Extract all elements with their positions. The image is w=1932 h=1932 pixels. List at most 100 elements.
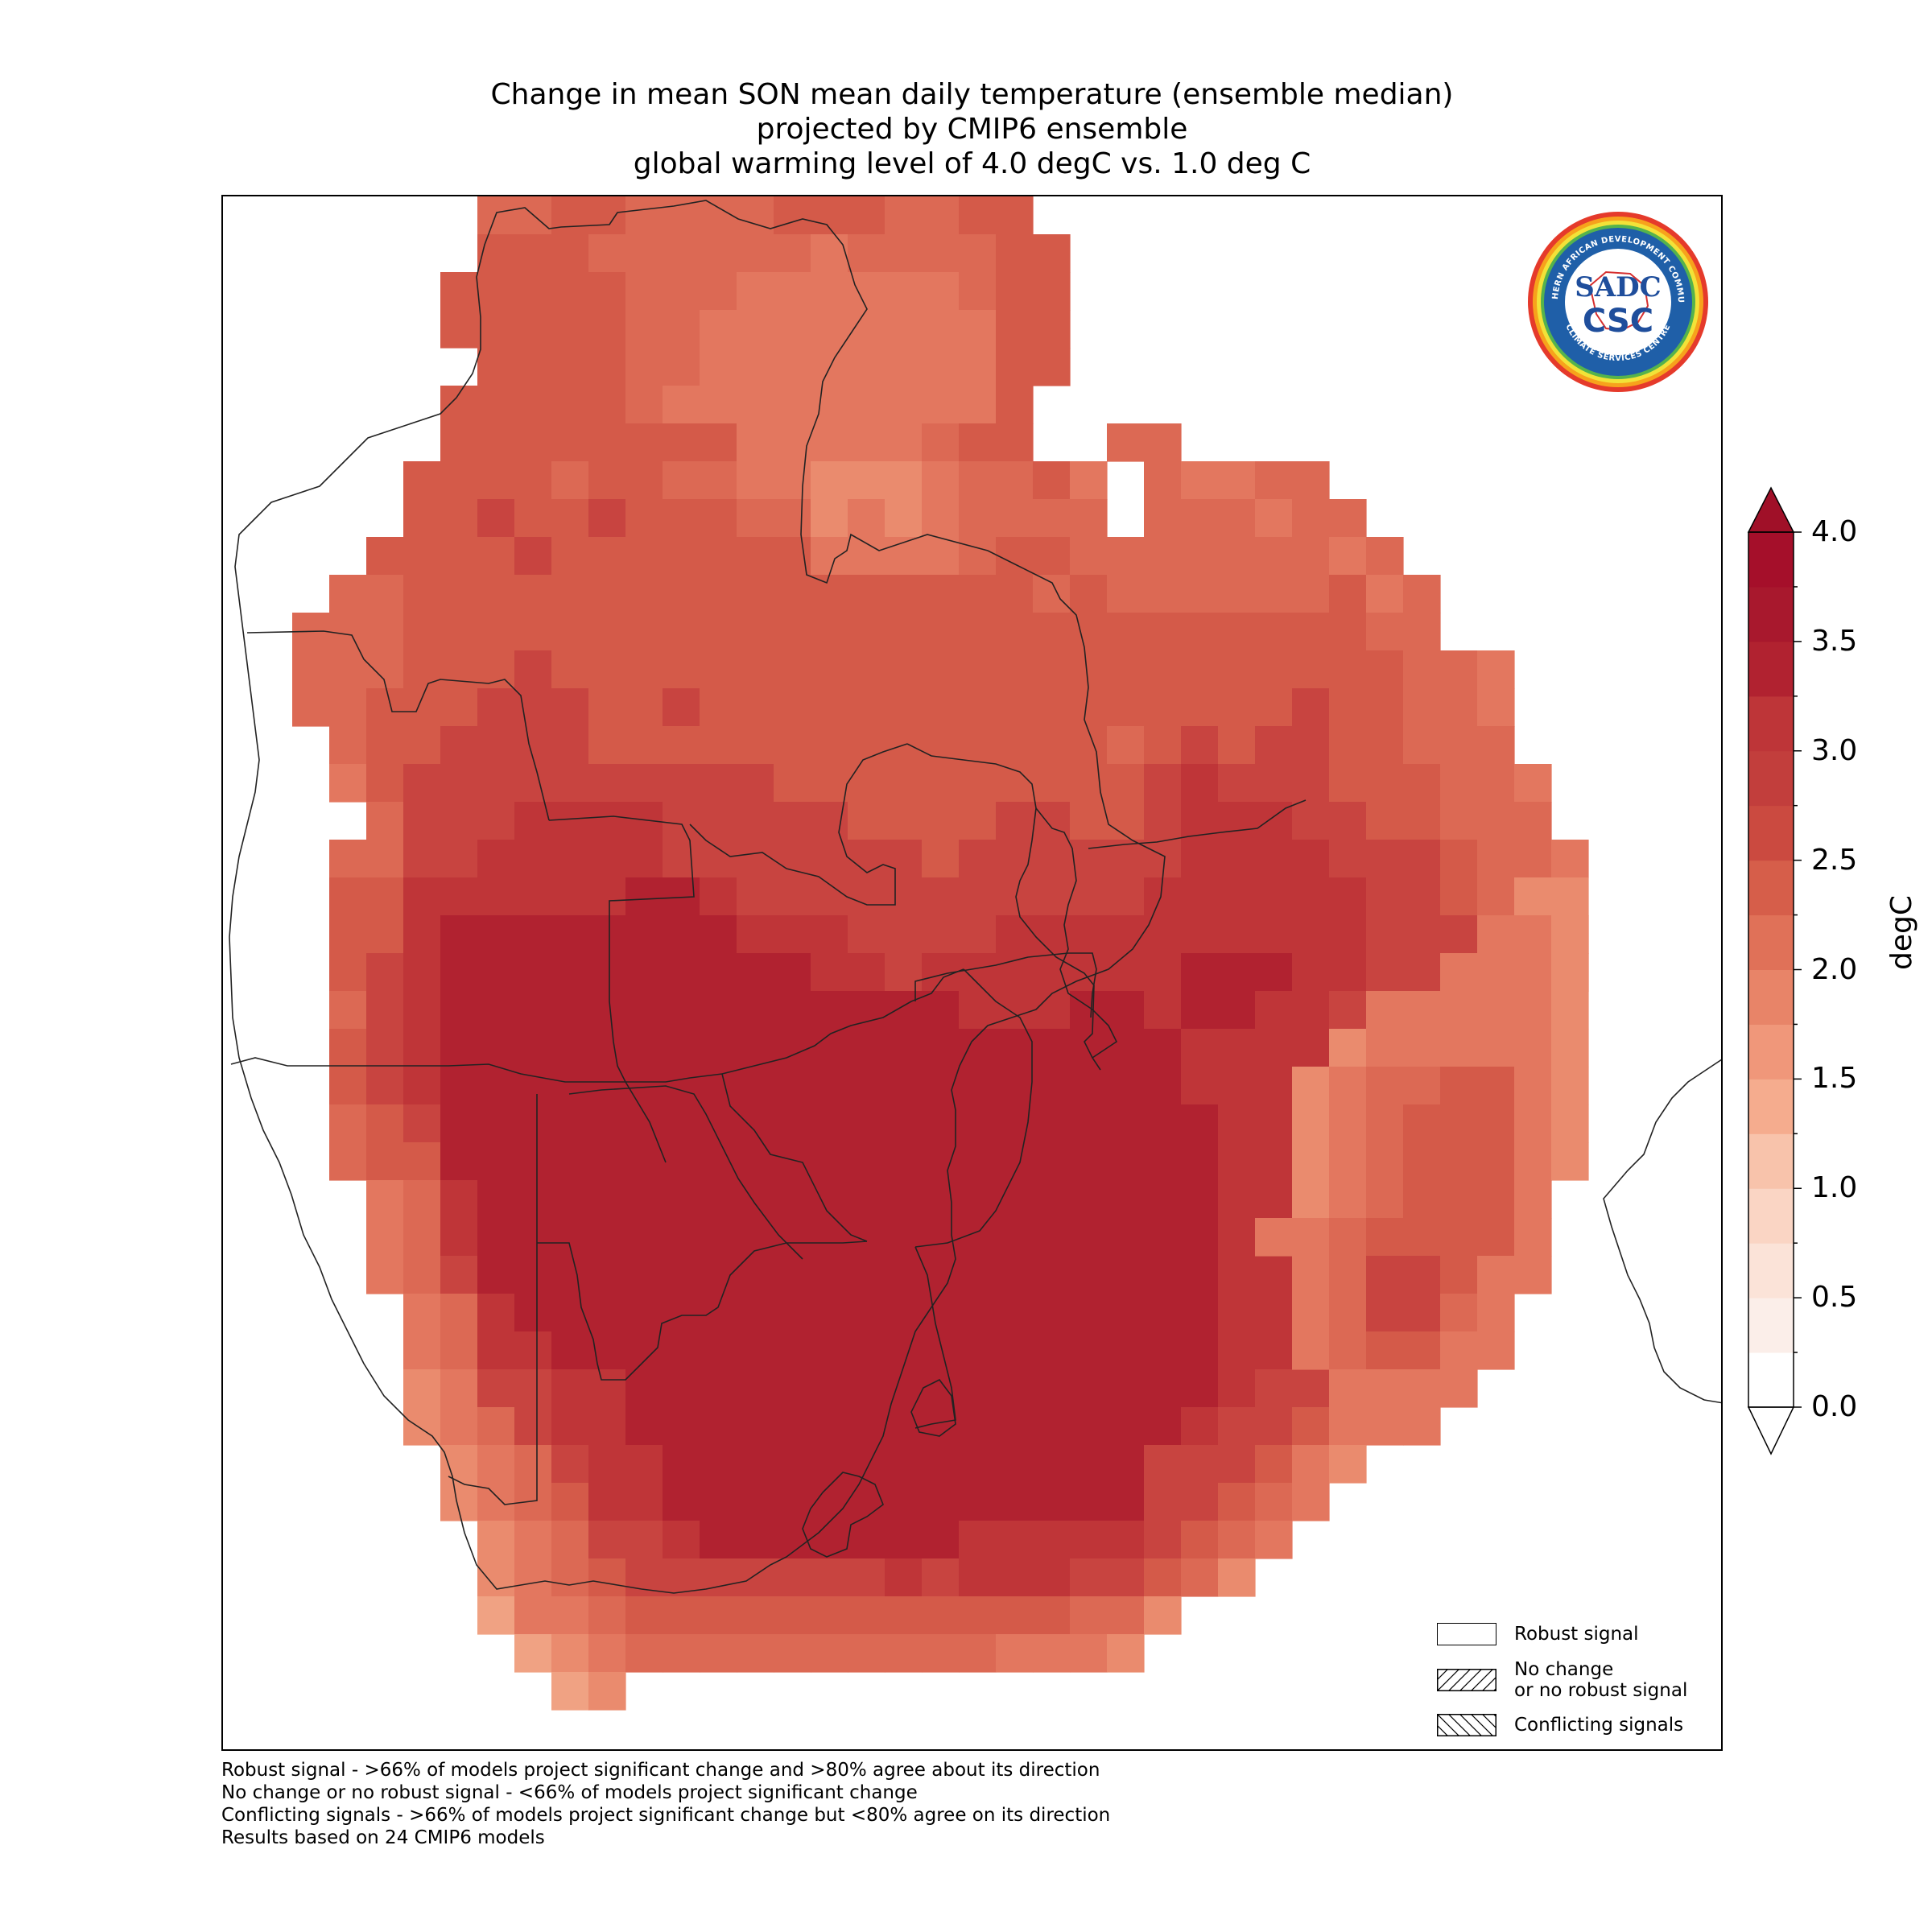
grid-cell [551,1596,589,1635]
logo-subtitle: CSC [1583,303,1653,340]
grid-cell [1255,877,1293,916]
grid-cell [366,1180,404,1219]
grid-cell [700,1029,737,1067]
grid-cell [1440,1067,1478,1105]
grid-cell [848,348,886,386]
grid-cell [1440,1029,1478,1067]
grid-cell [848,234,886,273]
grid-cell [996,1369,1034,1408]
grid-cell [1181,1180,1219,1219]
grid-cell [292,688,330,727]
grid-cell [1255,764,1293,803]
grid-cell [514,953,552,992]
grid-cell [514,537,552,576]
grid-cell [1107,953,1145,992]
grid-cell [774,272,811,311]
grid-cell [811,310,848,349]
grid-cell [329,953,367,992]
grid-cell [514,461,552,500]
grid-cell [774,310,811,349]
grid-cell [959,1029,997,1067]
grid-cell [996,1218,1034,1257]
grid-cell [403,726,441,765]
grid-cell [959,688,997,727]
grid-cell [737,1294,774,1332]
grid-cell [663,1331,700,1370]
grid-cell [922,915,960,954]
grid-cell [959,196,997,235]
grid-cell [1514,1067,1552,1105]
grid-cell [1514,953,1552,992]
grid-cell [1107,1256,1145,1294]
grid-cell [700,1067,737,1105]
grid-cell [1477,1256,1515,1294]
grid-cell [774,764,811,803]
grid-cell [1477,688,1515,727]
grid-cell [366,1142,404,1181]
border-tanzania-zambia-malawi [906,743,1101,1071]
grid-cell [1181,1331,1219,1370]
grid-cell [1218,499,1256,538]
grid-cell [1514,915,1552,954]
grid-cell [1477,1104,1515,1143]
grid-cell [1144,537,1182,576]
grid-cell [885,802,923,840]
grid-cell [1440,1331,1478,1370]
grid-cell [1070,1445,1108,1484]
grid-cell [737,1634,774,1673]
grid-cell [551,1142,589,1181]
grid-cell [737,1331,774,1370]
grid-cell [700,348,737,386]
grid-cell [996,726,1034,765]
grid-cell [514,575,552,613]
grid-cell [1070,1142,1108,1181]
grid-cell [1292,726,1330,765]
grid-cell [440,764,478,803]
grid-cell [1329,802,1367,840]
grid-cell [440,499,478,538]
grid-cell [737,764,774,803]
colorbar [1747,486,1802,1455]
grid-cell [1144,764,1182,803]
grid-cell [885,991,923,1030]
grid-cell [477,915,515,954]
grid-cell [1144,499,1182,538]
grid-cell [1292,650,1330,689]
grid-cell [1551,1029,1589,1067]
grid-cell [1033,1067,1071,1105]
grid-cell [1144,461,1182,500]
grid-cell [774,1596,811,1635]
grid-cell [1033,1445,1071,1484]
map-title: Change in mean SON mean daily temperatur… [221,77,1723,181]
grid-cell [551,1445,589,1484]
grid-cell [1440,991,1478,1030]
map-area[interactable] [221,195,1723,1751]
grid-cell [1255,1331,1293,1370]
border-namibia-botswana [568,1085,803,1260]
grid-cell [625,953,663,992]
grid-cell [737,1445,774,1484]
grid-cell [1255,461,1293,500]
grid-cell [551,1180,589,1219]
grid-cell [811,915,848,954]
grid-cell [1107,1067,1145,1105]
border-zimbabwe-botswana [721,1073,868,1242]
grid-cell [403,764,441,803]
grid-cell [329,1142,367,1181]
grid-cell [922,537,960,576]
grid-cell [514,1067,552,1105]
grid-cell [477,1067,515,1105]
grid-cell [848,1596,886,1635]
grid-cell [959,499,997,538]
grid-cell [1070,1369,1108,1408]
grid-cell [737,953,774,992]
grid-cell [959,840,997,878]
title-line-1: Change in mean SON mean daily temperatur… [490,78,1454,111]
grid-cell [1033,1369,1071,1408]
grid-cell [551,423,589,462]
grid-cell [700,537,737,576]
grid-cell [588,196,626,235]
grid-cell [1440,1180,1478,1219]
grid-cell [1070,1483,1108,1521]
grid-cell [848,613,886,651]
